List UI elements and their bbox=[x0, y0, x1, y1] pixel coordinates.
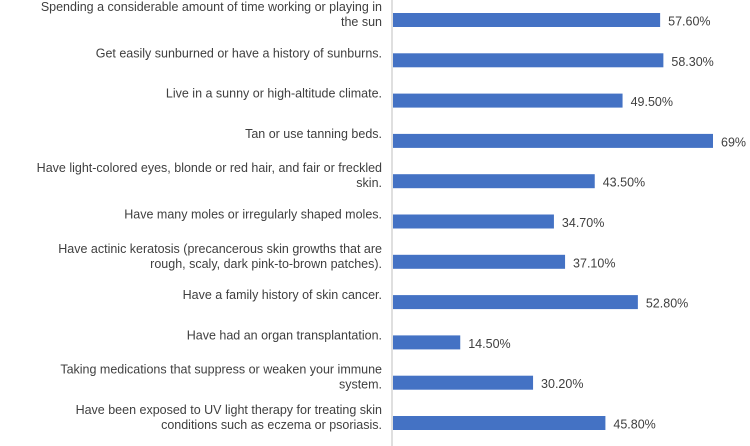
category-label-7-line-2: rough, scaly, dark pink-to-brown patches… bbox=[150, 257, 382, 271]
category-label-11-line-2: conditions such as eczema or psoriasis. bbox=[161, 418, 382, 432]
bar-1 bbox=[393, 13, 661, 27]
category-label-7: Have actinic keratosis (precancerous ski… bbox=[58, 242, 382, 271]
category-label-4-line-1: Tan or use tanning beds. bbox=[245, 127, 382, 141]
category-label-1-line-2: the sun bbox=[341, 15, 382, 29]
category-label-5: Have light-colored eyes, blonde or red h… bbox=[37, 161, 382, 190]
category-label-10-line-1: Taking medications that suppress or weak… bbox=[60, 363, 382, 377]
bar-3 bbox=[393, 93, 623, 108]
category-labels: Spending a considerable amount of time w… bbox=[37, 0, 382, 432]
value-label-8: 52.80% bbox=[646, 297, 688, 311]
category-label-5-line-1: Have light-colored eyes, blonde or red h… bbox=[37, 161, 382, 175]
bar-8 bbox=[393, 295, 638, 310]
category-label-4: Tan or use tanning beds. bbox=[245, 127, 382, 141]
value-labels: 57.60% 58.30% 49.50% 69% 43.50% 34.70% 37.10% 5… bbox=[468, 15, 746, 432]
bar-6 bbox=[393, 214, 554, 229]
category-label-6-line-1: Have many moles or irregularly shaped mo… bbox=[124, 208, 382, 222]
value-label-5: 43.50% bbox=[603, 176, 645, 190]
category-label-7-line-1: Have actinic keratosis (precancerous ski… bbox=[58, 242, 382, 256]
value-label-9: 14.50% bbox=[468, 337, 510, 351]
category-label-2-line-1: Get easily sunburned or have a history o… bbox=[96, 46, 382, 60]
category-label-3-line-1: Live in a sunny or high-altitude climate… bbox=[166, 87, 382, 101]
category-label-8: Have a family history of skin cancer. bbox=[183, 288, 382, 302]
category-label-11-line-1: Have been exposed to UV light therapy fo… bbox=[76, 403, 382, 417]
bar-5 bbox=[393, 174, 595, 189]
value-label-3: 49.50% bbox=[631, 95, 673, 109]
category-label-6: Have many moles or irregularly shaped mo… bbox=[124, 208, 382, 222]
category-label-10: Taking medications that suppress or weak… bbox=[60, 363, 382, 392]
category-label-5-line-2: skin. bbox=[356, 176, 382, 190]
value-label-2: 58.30% bbox=[671, 55, 713, 69]
category-label-11: Have been exposed to UV light therapy fo… bbox=[76, 403, 382, 432]
bar-2 bbox=[393, 53, 664, 68]
bar-4 bbox=[393, 133, 713, 148]
bar-7 bbox=[393, 254, 566, 269]
category-label-9: Have had an organ transplantation. bbox=[187, 328, 382, 342]
value-label-1: 57.60% bbox=[668, 15, 710, 29]
bar-10 bbox=[393, 375, 534, 390]
category-label-1: Spending a considerable amount of time w… bbox=[41, 0, 382, 29]
bars bbox=[393, 13, 713, 430]
value-label-11: 45.80% bbox=[613, 418, 655, 432]
category-label-2: Get easily sunburned or have a history o… bbox=[96, 46, 382, 60]
category-label-10-line-2: system. bbox=[339, 378, 382, 392]
value-label-4: 69% bbox=[721, 135, 746, 149]
bar-9 bbox=[393, 335, 461, 350]
value-label-6: 34.70% bbox=[562, 216, 604, 230]
category-label-1-line-1: Spending a considerable amount of time w… bbox=[41, 0, 382, 14]
value-label-7: 37.10% bbox=[573, 256, 615, 270]
category-label-8-line-1: Have a family history of skin cancer. bbox=[183, 288, 382, 302]
category-label-9-line-1: Have had an organ transplantation. bbox=[187, 328, 382, 342]
value-label-10: 30.20% bbox=[541, 377, 583, 391]
category-label-3: Live in a sunny or high-altitude climate… bbox=[166, 87, 382, 101]
bar-11 bbox=[393, 416, 606, 430]
